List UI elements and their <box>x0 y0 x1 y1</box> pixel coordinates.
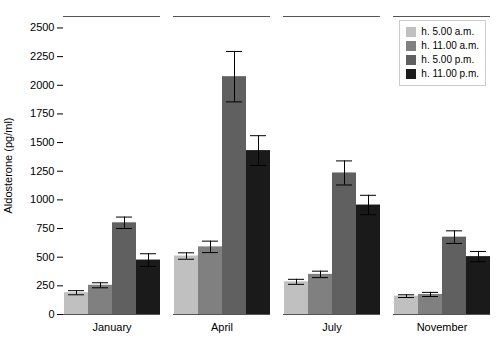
html-text:h. 5.00 a.m.: h. 5.00 a.m. <box>421 26 475 37</box>
svg-text:November: November <box>417 321 468 333</box>
svg-text:2250: 2250 <box>30 50 54 62</box>
svg-text:1750: 1750 <box>30 107 54 119</box>
svg-text:750: 750 <box>36 222 54 234</box>
svg-text:July: July <box>322 321 342 333</box>
html-text:h. 5.00 p.m.: h. 5.00 p.m. <box>421 54 475 65</box>
svg-text:Aldosterone (pg/ml): Aldosterone (pg/ml) <box>2 118 14 214</box>
svg-text:2000: 2000 <box>30 79 54 91</box>
svg-text:2500: 2500 <box>30 21 54 33</box>
svg-text:500: 500 <box>36 251 54 263</box>
svg-text:1500: 1500 <box>30 136 54 148</box>
svg-text:1250: 1250 <box>30 165 54 177</box>
svg-text:April: April <box>211 321 233 333</box>
svg-text:0: 0 <box>48 308 54 320</box>
html-text:h. 11.00 a.m.: h. 11.00 a.m. <box>421 40 479 51</box>
svg-text:1000: 1000 <box>30 193 54 205</box>
svg-text:250: 250 <box>36 279 54 291</box>
html-text:h. 11.00 p.m.: h. 11.00 p.m. <box>421 68 479 79</box>
svg-text:January: January <box>92 321 132 333</box>
